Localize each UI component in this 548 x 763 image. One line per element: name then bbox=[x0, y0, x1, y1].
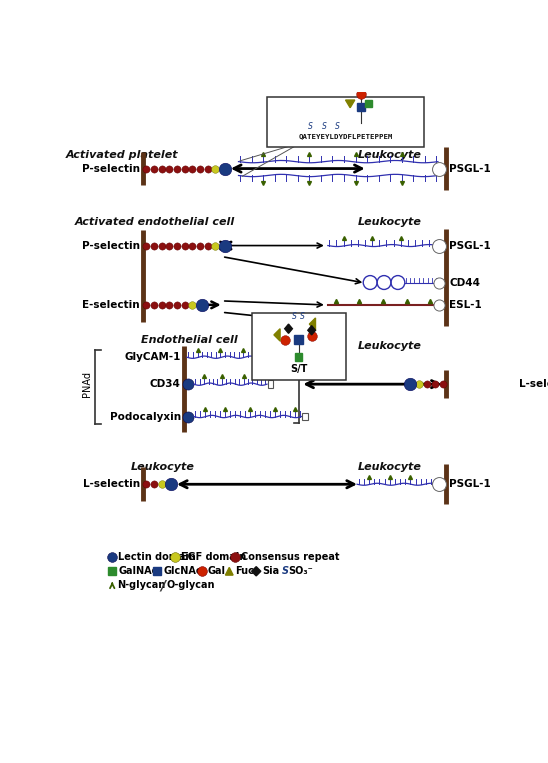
Text: QATEYEYLDYDFLPETEPPEM: QATEYEYLDYDFLPETEPPEM bbox=[298, 134, 393, 139]
Text: GlcNAc: GlcNAc bbox=[163, 566, 202, 576]
Text: S: S bbox=[322, 123, 327, 131]
Text: Endothelial cell: Endothelial cell bbox=[141, 335, 238, 346]
Polygon shape bbox=[285, 324, 293, 333]
Text: E-selectin: E-selectin bbox=[82, 300, 140, 310]
Polygon shape bbox=[252, 567, 261, 576]
Text: S: S bbox=[292, 313, 297, 321]
Text: GlyCAM-1: GlyCAM-1 bbox=[124, 353, 181, 362]
Text: O-glycan: O-glycan bbox=[166, 580, 215, 590]
FancyBboxPatch shape bbox=[294, 335, 303, 344]
Text: Leukocyte: Leukocyte bbox=[357, 340, 421, 351]
Text: EGF domain: EGF domain bbox=[181, 552, 246, 562]
Text: ?: ? bbox=[312, 314, 321, 330]
Polygon shape bbox=[308, 326, 316, 335]
Text: S: S bbox=[300, 313, 305, 321]
Text: Leukocyte: Leukocyte bbox=[357, 150, 421, 159]
Polygon shape bbox=[274, 329, 280, 341]
FancyBboxPatch shape bbox=[153, 568, 161, 575]
FancyBboxPatch shape bbox=[268, 380, 273, 388]
FancyBboxPatch shape bbox=[357, 103, 365, 111]
Text: Leukocyte: Leukocyte bbox=[130, 462, 194, 472]
Text: ESL-1: ESL-1 bbox=[449, 300, 482, 310]
FancyBboxPatch shape bbox=[252, 314, 346, 379]
Text: /: / bbox=[160, 578, 165, 592]
Polygon shape bbox=[309, 318, 316, 330]
Text: Activated endothelial cell: Activated endothelial cell bbox=[75, 217, 235, 227]
Text: Lectin domain: Lectin domain bbox=[118, 552, 195, 562]
Text: PSGL-1: PSGL-1 bbox=[449, 163, 491, 173]
FancyBboxPatch shape bbox=[295, 353, 302, 361]
Text: Activated platelet: Activated platelet bbox=[66, 150, 179, 159]
FancyBboxPatch shape bbox=[267, 97, 424, 146]
Text: Leukocyte: Leukocyte bbox=[357, 217, 421, 227]
Text: GalNAc: GalNAc bbox=[118, 566, 158, 576]
Text: Leukocyte: Leukocyte bbox=[357, 462, 421, 472]
Text: P-selectin: P-selectin bbox=[82, 240, 140, 250]
FancyBboxPatch shape bbox=[365, 100, 372, 107]
Text: PNAd: PNAd bbox=[82, 371, 92, 398]
Text: L-selectin: L-selectin bbox=[519, 379, 548, 389]
Text: Podocalyxin: Podocalyxin bbox=[110, 411, 181, 421]
Text: PSGL-1: PSGL-1 bbox=[449, 479, 491, 489]
Text: PSGL-1: PSGL-1 bbox=[449, 240, 491, 250]
Text: CD34: CD34 bbox=[150, 379, 181, 389]
Text: CD44: CD44 bbox=[449, 278, 481, 288]
Text: Consensus repeat: Consensus repeat bbox=[241, 552, 339, 562]
FancyBboxPatch shape bbox=[302, 413, 308, 420]
FancyBboxPatch shape bbox=[269, 353, 274, 361]
Text: S: S bbox=[309, 123, 313, 131]
Text: Sia: Sia bbox=[262, 566, 279, 576]
Text: L-selectin: L-selectin bbox=[83, 479, 140, 489]
Text: Gal: Gal bbox=[208, 566, 226, 576]
Polygon shape bbox=[346, 100, 355, 108]
Text: S: S bbox=[335, 123, 340, 131]
Text: Fuc: Fuc bbox=[236, 566, 254, 576]
Text: S: S bbox=[282, 566, 289, 576]
Text: N-glycan: N-glycan bbox=[118, 580, 166, 590]
Text: S/T: S/T bbox=[290, 364, 307, 374]
FancyBboxPatch shape bbox=[109, 568, 116, 575]
Text: P-selectin: P-selectin bbox=[82, 163, 140, 173]
Text: SO₃⁻: SO₃⁻ bbox=[288, 566, 312, 576]
Polygon shape bbox=[225, 568, 233, 575]
